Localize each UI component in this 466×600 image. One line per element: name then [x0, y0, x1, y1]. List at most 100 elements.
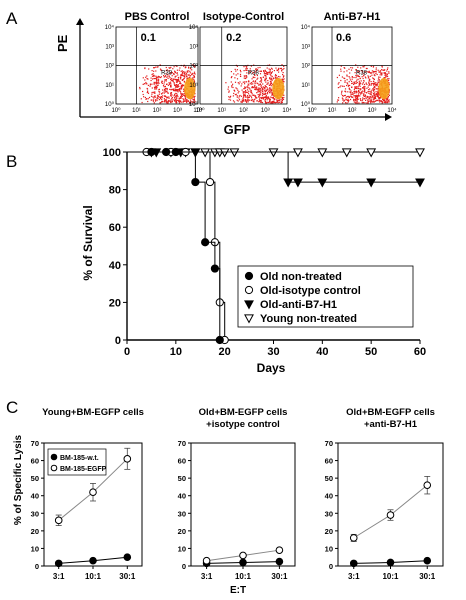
flow-dot — [383, 99, 385, 101]
flow-dot — [371, 83, 373, 85]
flow-dot — [362, 77, 364, 80]
flow-dot — [370, 81, 372, 83]
flow-dot — [238, 91, 240, 93]
flow-dot — [170, 89, 172, 91]
flow-dot — [349, 95, 351, 98]
flow-dot — [265, 97, 267, 99]
flow-dot — [139, 86, 141, 89]
flow-dot — [341, 91, 343, 93]
flow-dot — [348, 68, 350, 70]
flow-dot — [368, 79, 370, 81]
flow-dot — [338, 82, 340, 84]
flow-dot — [255, 70, 257, 72]
flow-dot — [183, 99, 185, 101]
survival-point — [292, 148, 303, 158]
flow-dot — [248, 90, 250, 92]
flow-dot — [155, 77, 157, 79]
flow-dot — [382, 69, 384, 71]
flow-dot — [163, 86, 165, 88]
flow-dot — [354, 81, 356, 83]
flow-dot — [361, 90, 364, 92]
flow-dot — [161, 97, 163, 99]
flow-dot — [281, 97, 283, 99]
flow-dot — [360, 83, 362, 85]
flow-dot — [151, 83, 153, 85]
flow-dot — [346, 79, 348, 81]
lysis-point — [123, 455, 132, 463]
legend-marker-0 — [244, 271, 254, 281]
flow-dot — [179, 97, 181, 99]
flow-dot — [180, 75, 182, 77]
survival-legend-box — [237, 265, 414, 328]
flow-dot — [384, 69, 386, 71]
flow-dot — [264, 92, 266, 95]
flow-dot — [244, 77, 246, 80]
flow-dot — [368, 96, 370, 98]
flow-dot — [186, 99, 188, 101]
flow-dot — [346, 84, 348, 87]
flow-dot — [369, 83, 371, 85]
flow-dot — [377, 78, 380, 80]
flow-dot — [156, 97, 158, 99]
flow-dot — [374, 96, 376, 98]
flow-dot — [368, 78, 371, 80]
flow-dot — [171, 94, 173, 96]
flow-dot — [267, 96, 270, 98]
flow-dot — [180, 97, 182, 99]
flow-dot — [360, 99, 362, 101]
flow-dot — [242, 81, 244, 83]
flow-y-tick-2-3: 10³ — [301, 44, 310, 50]
panel-b-survival-chart: % of Survival Days 0 10 20 30 40 50 60 0 20 40 60 8… — [81, 147, 426, 375]
flow-dot — [189, 76, 191, 78]
flow-dot — [191, 72, 193, 74]
flow-dot — [260, 89, 262, 91]
flow-dot — [269, 72, 271, 74]
flow-dot — [180, 91, 182, 93]
flow-dot — [174, 98, 176, 100]
flow-dot — [151, 91, 153, 94]
flow-dot — [161, 100, 163, 102]
flow-dot — [271, 68, 273, 70]
survival-point — [171, 147, 180, 157]
flow-dot — [156, 80, 158, 82]
flow-dot — [152, 100, 154, 102]
flow-dot — [169, 77, 171, 79]
flow-dot — [354, 95, 356, 97]
flow-dot — [153, 67, 155, 69]
flow-dot — [276, 69, 278, 71]
flow-dot — [256, 97, 258, 99]
flow-dot — [255, 68, 257, 70]
flow-dot — [372, 77, 374, 79]
flow-dot — [243, 88, 245, 90]
flow-dot — [251, 87, 253, 89]
flow-dot — [153, 81, 155, 83]
flow-dot — [165, 80, 167, 82]
flow-dot — [351, 80, 353, 82]
flow-dot — [247, 93, 250, 95]
flow-dot — [152, 99, 154, 101]
flow-dot — [244, 96, 246, 98]
flow-dot — [172, 79, 174, 81]
flow-dot — [370, 101, 372, 103]
flow-dot — [368, 84, 371, 86]
flow-dot — [270, 96, 272, 98]
flow-dot — [255, 87, 257, 89]
flow-dot — [363, 90, 365, 92]
lysis-point — [54, 559, 63, 568]
flow-dot — [241, 89, 243, 91]
flow-dot — [171, 72, 173, 74]
flow-dot — [273, 97, 275, 100]
flow-dot — [348, 87, 350, 89]
flow-dot — [380, 97, 382, 99]
flow-dot — [339, 86, 341, 88]
flow-dot — [371, 101, 373, 103]
flow-x-tick-0-3: 10³ — [173, 108, 182, 114]
flow-dot — [371, 74, 373, 76]
flow-dot — [275, 67, 277, 69]
flow-dot — [249, 71, 251, 73]
flow-dot — [176, 72, 178, 74]
flow-dot — [155, 88, 157, 90]
flow-dot — [270, 85, 272, 87]
legend-marker-3 — [244, 314, 254, 324]
flow-dot — [155, 78, 158, 80]
